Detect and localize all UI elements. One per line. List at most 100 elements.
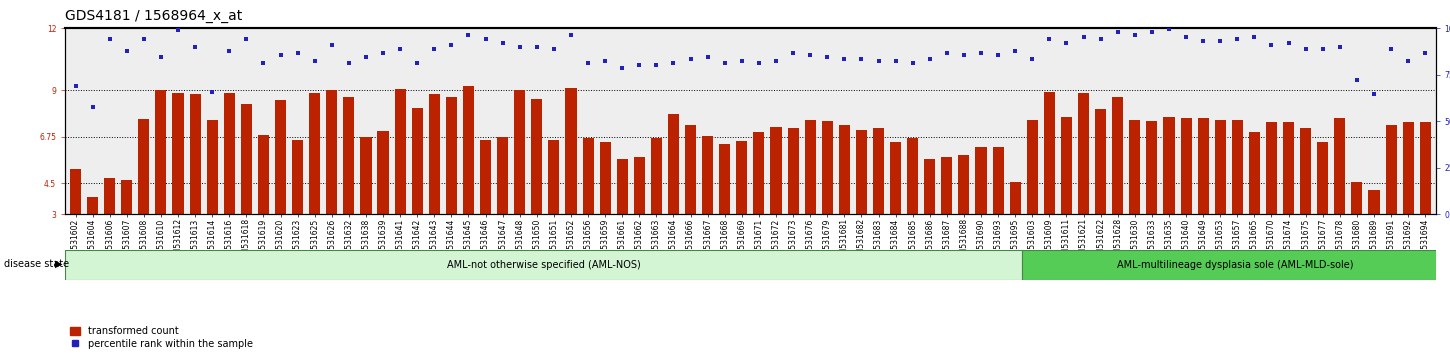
- Bar: [548, 140, 560, 214]
- Bar: [684, 125, 696, 214]
- Point: [610, 65, 634, 70]
- Bar: [838, 125, 850, 214]
- Bar: [822, 121, 832, 214]
- Point: [679, 56, 702, 62]
- Point: [1396, 58, 1420, 64]
- Bar: [531, 98, 542, 214]
- Bar: [344, 97, 354, 214]
- Bar: [651, 138, 663, 214]
- Point: [1192, 38, 1215, 44]
- Point: [167, 28, 190, 33]
- Point: [389, 46, 412, 52]
- Point: [970, 50, 993, 56]
- Point: [577, 61, 600, 66]
- Point: [132, 36, 155, 41]
- Point: [764, 58, 787, 64]
- Point: [200, 90, 223, 95]
- Bar: [87, 196, 99, 214]
- Point: [918, 56, 941, 62]
- Point: [1157, 27, 1180, 32]
- Bar: [291, 140, 303, 214]
- Text: GDS4181 / 1568964_x_at: GDS4181 / 1568964_x_at: [65, 9, 242, 23]
- Bar: [787, 129, 799, 214]
- Bar: [1077, 93, 1089, 214]
- Bar: [155, 90, 167, 214]
- Bar: [1061, 117, 1072, 214]
- Point: [850, 56, 873, 62]
- Bar: [1283, 122, 1293, 214]
- Point: [696, 55, 719, 60]
- Point: [1328, 44, 1351, 50]
- Point: [1260, 42, 1283, 48]
- Bar: [1248, 132, 1260, 214]
- Bar: [719, 144, 731, 214]
- Point: [1277, 40, 1301, 46]
- Point: [1209, 38, 1232, 44]
- Bar: [207, 120, 218, 214]
- Bar: [326, 90, 338, 214]
- Point: [338, 61, 361, 66]
- Point: [81, 104, 104, 110]
- Bar: [463, 86, 474, 214]
- Point: [1140, 30, 1163, 35]
- Legend: transformed count, percentile rank within the sample: transformed count, percentile rank withi…: [70, 326, 252, 349]
- Bar: [1402, 122, 1414, 214]
- Bar: [993, 147, 1003, 214]
- Point: [816, 55, 840, 60]
- Text: AML-not otherwise specified (AML-NOS): AML-not otherwise specified (AML-NOS): [447, 259, 641, 270]
- Bar: [1386, 125, 1396, 214]
- Bar: [445, 97, 457, 214]
- Point: [492, 40, 515, 46]
- Point: [252, 61, 276, 66]
- Point: [593, 58, 616, 64]
- Point: [935, 50, 958, 56]
- Bar: [1198, 118, 1209, 214]
- Point: [439, 42, 463, 48]
- Bar: [1180, 118, 1192, 214]
- Point: [1346, 77, 1369, 83]
- Text: ▶: ▶: [55, 259, 62, 269]
- Bar: [361, 137, 371, 214]
- Point: [1379, 46, 1402, 52]
- Point: [542, 46, 566, 52]
- Point: [149, 55, 173, 60]
- Bar: [1215, 120, 1225, 214]
- Bar: [394, 89, 406, 214]
- Point: [1225, 36, 1248, 41]
- Bar: [65, 250, 1022, 280]
- Bar: [515, 90, 525, 214]
- Bar: [566, 88, 577, 214]
- Bar: [1420, 122, 1431, 214]
- Point: [286, 50, 309, 56]
- Point: [1089, 36, 1112, 41]
- Point: [1072, 34, 1095, 39]
- Bar: [1334, 118, 1346, 214]
- Point: [1106, 30, 1130, 35]
- Point: [560, 32, 583, 37]
- Point: [628, 63, 651, 68]
- Bar: [1351, 182, 1363, 214]
- Point: [713, 61, 737, 66]
- Bar: [377, 131, 389, 214]
- Bar: [1317, 142, 1328, 214]
- Bar: [805, 120, 816, 214]
- Point: [1311, 46, 1334, 52]
- Bar: [856, 130, 867, 214]
- Point: [268, 52, 291, 58]
- Bar: [190, 95, 200, 214]
- Point: [423, 46, 447, 52]
- Point: [900, 61, 924, 66]
- Bar: [258, 135, 270, 214]
- Bar: [873, 129, 884, 214]
- Point: [661, 61, 684, 66]
- Point: [184, 44, 207, 50]
- Bar: [497, 137, 507, 214]
- Point: [867, 58, 890, 64]
- Bar: [1044, 92, 1056, 214]
- Bar: [770, 127, 782, 214]
- Bar: [1266, 122, 1277, 214]
- Text: disease state: disease state: [4, 259, 70, 269]
- Bar: [583, 138, 593, 214]
- Point: [832, 56, 856, 62]
- Bar: [702, 136, 713, 214]
